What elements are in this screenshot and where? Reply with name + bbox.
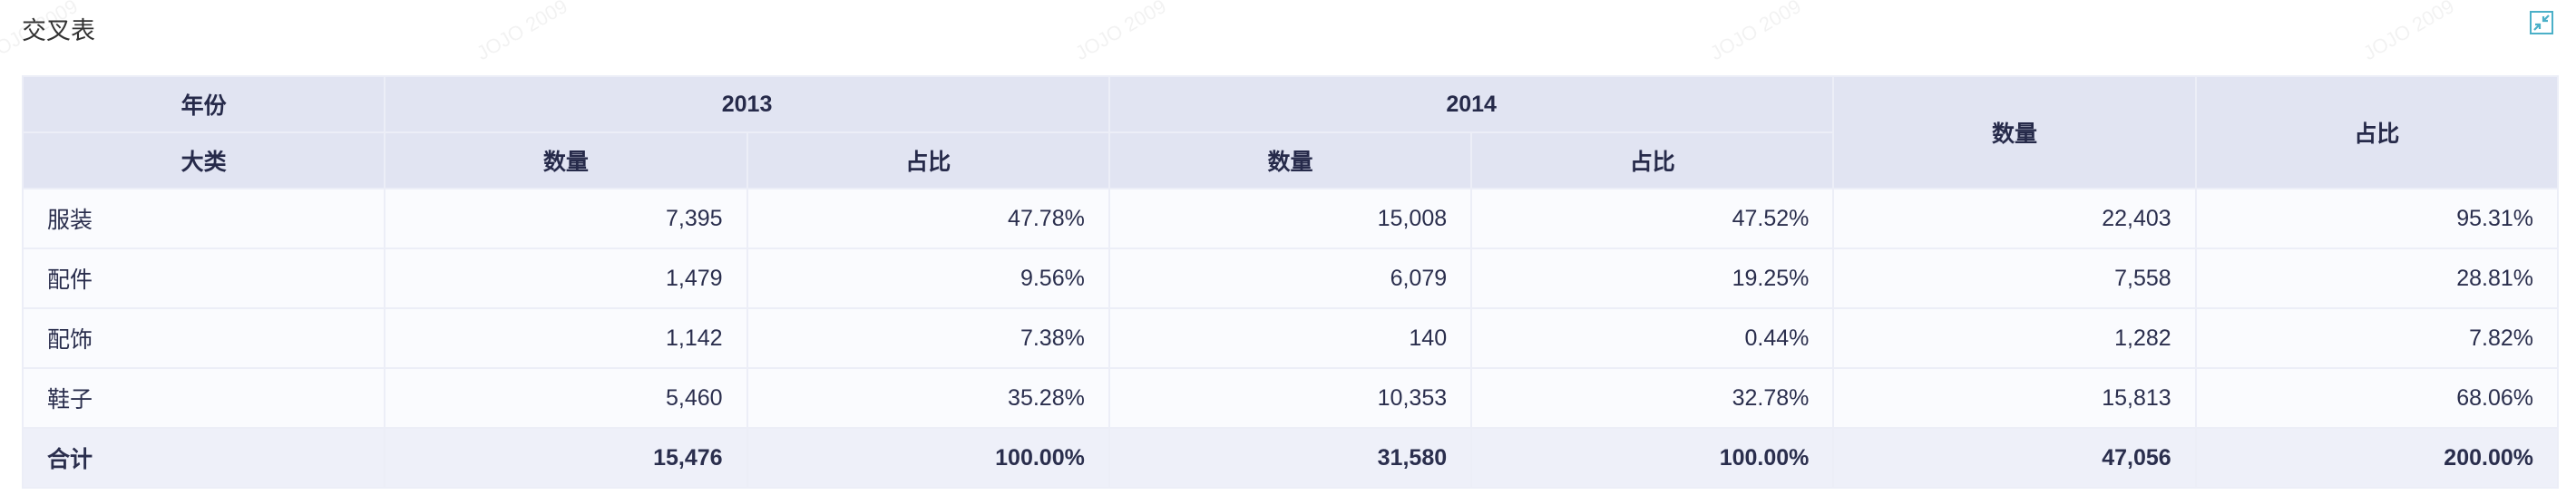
shrink-arrows-icon [2533, 15, 2550, 31]
value-cell: 140 [1107, 307, 1473, 369]
value-cell: 7,558 [1832, 248, 2197, 309]
watermark: JOJO 2009 [1070, 0, 1170, 65]
value-cell: 15,008 [1107, 188, 1473, 249]
value-cell: 1,282 [1832, 307, 2197, 369]
total-row: 合计 15,476 100.00% 31,580 100.00% 47,056 200.00… [21, 427, 2560, 489]
value-cell: 0.44% [1470, 307, 1835, 369]
value-cell: 200.00% [2194, 427, 2560, 489]
table-row: 配饰 1,142 7.38% 140 0.44% 1,282 7.82% [21, 307, 2560, 369]
category-cell: 配件 [21, 248, 386, 309]
table-row: 配件 1,479 9.56% 6,079 19.25% 7,558 28.81% [21, 248, 2560, 309]
value-cell: 15,476 [384, 427, 748, 489]
header-year-2014[interactable]: 2014 [1107, 75, 1835, 133]
category-cell: 合计 [21, 427, 386, 489]
watermark: JOJO 2009 [2358, 0, 2458, 65]
table-row: 鞋子 5,460 35.28% 10,353 32.78% 15,813 68.06% [21, 367, 2560, 429]
value-cell: 19.25% [1470, 248, 1835, 309]
value-cell: 28.81% [2194, 248, 2560, 309]
value-cell: 10,353 [1107, 367, 1473, 429]
table-row: 服装 7,395 47.78% 15,008 47.52% 22,403 95.31% [21, 188, 2560, 249]
category-cell: 服装 [21, 188, 386, 249]
header-pct-2014[interactable]: 占比 [1470, 131, 1835, 189]
value-cell: 22,403 [1832, 188, 2197, 249]
widget-title: 交叉表 [22, 17, 95, 44]
value-cell: 100.00% [746, 427, 1110, 489]
value-cell: 1,479 [384, 248, 748, 309]
header-total-pct[interactable]: 占比 [2194, 75, 2560, 189]
crosstab-table: 年份 2013 2014 数量 占比 大类 数量 占比 数量 占比 服装 7,39… [21, 75, 2560, 489]
value-cell: 9.56% [746, 248, 1110, 309]
category-cell: 配饰 [21, 307, 386, 369]
value-cell: 15,813 [1832, 367, 2197, 429]
value-cell: 6,079 [1107, 248, 1473, 309]
header-year-label[interactable]: 年份 [21, 75, 386, 133]
value-cell: 47.78% [746, 188, 1110, 249]
header-year-2013[interactable]: 2013 [384, 75, 1110, 133]
header-row-year: 年份 2013 2014 数量 占比 [21, 75, 2560, 189]
value-cell: 31,580 [1107, 427, 1473, 489]
header-total-qty[interactable]: 数量 [1832, 75, 2197, 189]
header-qty-2014[interactable]: 数量 [1107, 131, 1473, 189]
watermark: JOJO 2009 [1705, 0, 1805, 65]
value-cell: 7.82% [2194, 307, 2560, 369]
value-cell: 35.28% [746, 367, 1110, 429]
collapse-button[interactable] [2530, 11, 2553, 34]
header-pct-2013[interactable]: 占比 [746, 131, 1110, 189]
value-cell: 1,142 [384, 307, 748, 369]
value-cell: 47.52% [1470, 188, 1835, 249]
value-cell: 68.06% [2194, 367, 2560, 429]
header-qty-2013[interactable]: 数量 [384, 131, 748, 189]
value-cell: 5,460 [384, 367, 748, 429]
watermark: JOJO 2009 [472, 0, 571, 65]
header-category-label[interactable]: 大类 [21, 131, 386, 189]
value-cell: 95.31% [2194, 188, 2560, 249]
value-cell: 100.00% [1470, 427, 1835, 489]
header-row-measure: 大类 数量 占比 数量 占比 [21, 131, 2558, 189]
value-cell: 32.78% [1470, 367, 1835, 429]
value-cell: 47,056 [1832, 427, 2197, 489]
value-cell: 7.38% [746, 307, 1110, 369]
category-cell: 鞋子 [21, 367, 386, 429]
value-cell: 7,395 [384, 188, 748, 249]
